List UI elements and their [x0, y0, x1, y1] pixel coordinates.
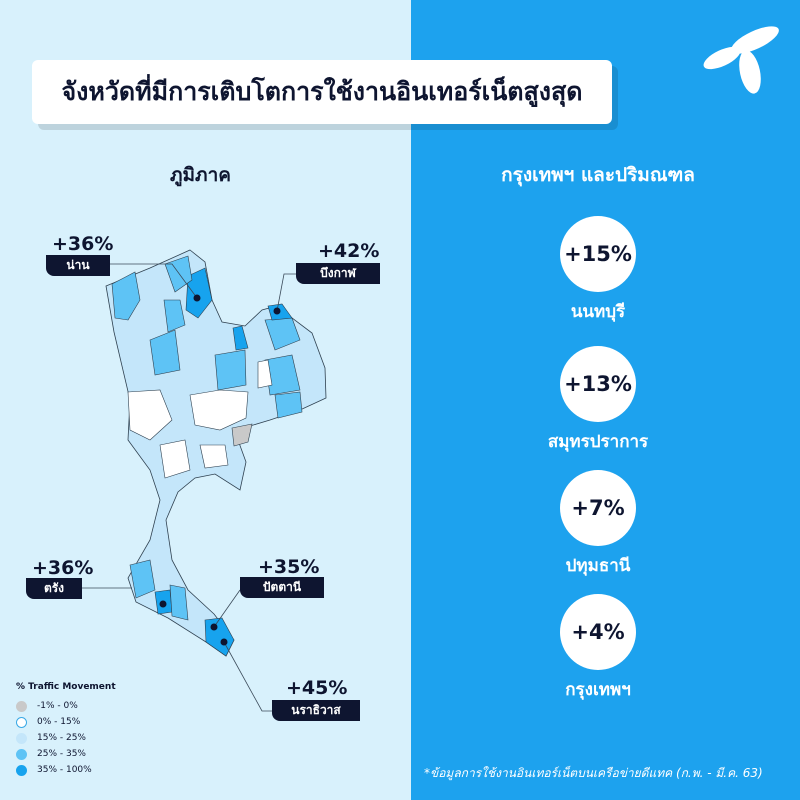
map-region	[163, 299, 186, 333]
map-region	[274, 391, 303, 419]
footnote: *ข้อมูลการใช้งานอินเทอร์เน็ตบนเครือข่ายด…	[424, 766, 763, 780]
dot-buengkan	[273, 307, 281, 315]
callout-province: นราธิวาส	[272, 700, 360, 721]
dot-trang	[159, 600, 167, 608]
stat-label: ปทุมธานี	[565, 556, 631, 576]
map-region	[204, 617, 235, 657]
legend-swatch	[16, 748, 27, 760]
legend-item: 25% - 35%	[16, 746, 116, 762]
map-region	[214, 349, 247, 391]
legend-item: 15% - 25%	[16, 730, 116, 746]
callout-value: +35%	[258, 556, 320, 578]
page-title: จังหวัดที่มีการเติบโตการใช้งานอินเทอร์เน…	[32, 60, 612, 124]
map-region-nan	[185, 267, 213, 319]
legend-label: 25% - 35%	[37, 749, 86, 759]
dot-pattani	[210, 623, 218, 631]
legend-label: -1% - 0%	[37, 701, 78, 711]
map-region	[199, 444, 229, 469]
callout-province: ปัตตานี	[240, 577, 324, 598]
stat-circle: +7%	[560, 470, 636, 546]
legend-swatch	[16, 700, 27, 712]
stat-circle: +13%	[560, 346, 636, 422]
legend-title: % Traffic Movement	[16, 682, 116, 692]
legend-label: 15% - 25%	[37, 733, 86, 743]
callout-value: +36%	[32, 557, 94, 579]
stat-circle: +4%	[560, 594, 636, 670]
legend-swatch	[16, 732, 27, 744]
right-heading: กรุงเทพฯ และปริมณฑล	[501, 164, 695, 186]
map-legend: % Traffic Movement -1% - 0% 0% - 15% 15%…	[16, 682, 116, 778]
location-dots	[159, 294, 281, 646]
stat-label: กรุงเทพฯ	[565, 680, 631, 700]
left-heading: ภูมิภาค	[170, 164, 231, 186]
stat-label: นนทบุรี	[570, 302, 626, 322]
map-region	[127, 389, 173, 441]
map-region	[257, 359, 273, 389]
callout-value: +42%	[318, 240, 380, 262]
map-region	[149, 329, 181, 376]
dtac-logo	[703, 26, 779, 94]
map-region	[159, 439, 191, 479]
legend-item: -1% - 0%	[16, 698, 116, 714]
callout-province: ตรัง	[26, 578, 82, 599]
map-region	[129, 559, 156, 599]
map-region	[189, 389, 249, 431]
legend-item: 0% - 15%	[16, 714, 116, 730]
legend-label: 0% - 15%	[37, 717, 81, 727]
map-region	[111, 271, 141, 321]
stat-circle: +15%	[560, 216, 636, 292]
callout-province: บึงกาฬ	[296, 263, 380, 284]
map-region	[232, 325, 249, 351]
map-region	[231, 423, 253, 447]
callout-province: น่าน	[46, 255, 110, 276]
legend-label: 35% - 100%	[37, 765, 92, 775]
leader-lines	[82, 263, 296, 712]
legend-swatch	[16, 716, 27, 728]
map-region	[169, 584, 189, 621]
legend-item: 35% - 100%	[16, 762, 116, 778]
dot-nan	[193, 294, 201, 302]
stat-label: สมุทรปราการ	[547, 432, 649, 452]
legend-swatch	[16, 764, 27, 776]
dot-narathiwat	[220, 638, 228, 646]
map-region	[164, 255, 193, 293]
callout-value: +36%	[52, 233, 114, 255]
callout-value: +45%	[286, 677, 348, 699]
